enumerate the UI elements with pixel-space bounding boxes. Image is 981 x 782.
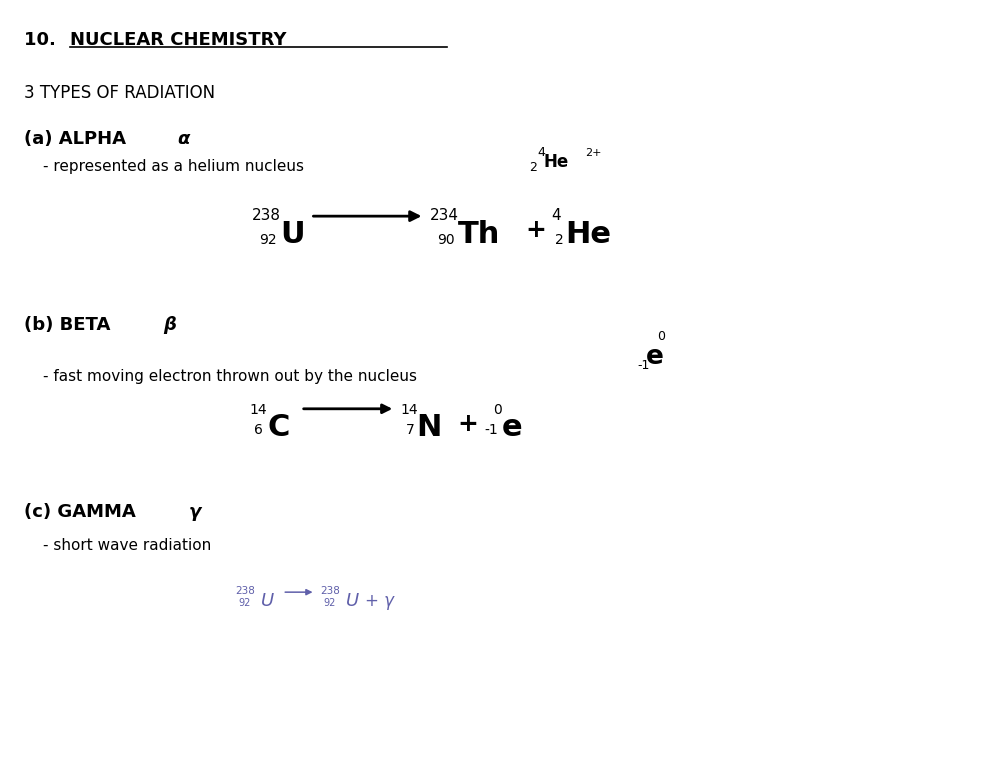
Text: β: β [163, 316, 176, 334]
Text: + γ: + γ [365, 592, 394, 610]
Text: 92: 92 [238, 598, 251, 608]
Text: Th: Th [457, 220, 499, 249]
Text: 0: 0 [657, 330, 665, 343]
Text: C: C [268, 414, 290, 443]
Text: 6: 6 [254, 424, 263, 437]
Text: He: He [544, 153, 569, 171]
Text: 2: 2 [530, 161, 538, 174]
Text: 4: 4 [538, 145, 545, 159]
Text: 234: 234 [431, 209, 459, 224]
Text: U: U [261, 592, 274, 610]
Text: α: α [178, 130, 189, 148]
Text: U: U [281, 220, 305, 249]
Text: 238: 238 [320, 586, 340, 596]
Text: 14: 14 [400, 403, 418, 417]
Text: 2: 2 [554, 233, 563, 247]
Text: -1: -1 [638, 359, 649, 372]
Text: +: + [457, 412, 479, 436]
Text: (c) GAMMA: (c) GAMMA [24, 503, 141, 521]
Text: - fast moving electron thrown out by the nucleus: - fast moving electron thrown out by the… [43, 369, 417, 384]
Text: 4: 4 [550, 209, 560, 224]
Text: 90: 90 [437, 233, 454, 247]
Text: - short wave radiation: - short wave radiation [43, 538, 211, 553]
Text: 0: 0 [493, 403, 502, 417]
Text: NUCLEAR CHEMISTRY: NUCLEAR CHEMISTRY [71, 31, 286, 49]
Text: 10.: 10. [24, 31, 62, 49]
Text: N: N [417, 414, 442, 443]
Text: γ: γ [189, 503, 201, 521]
Text: 2+: 2+ [585, 148, 601, 158]
Text: He: He [565, 220, 611, 249]
Text: 92: 92 [323, 598, 336, 608]
Text: +: + [526, 218, 546, 242]
Text: (b) BETA: (b) BETA [24, 316, 116, 334]
Text: 7: 7 [406, 424, 415, 437]
Text: -1: -1 [485, 424, 498, 437]
Text: - represented as a helium nucleus: - represented as a helium nucleus [43, 159, 304, 174]
Text: 238: 238 [252, 209, 282, 224]
Text: 92: 92 [259, 233, 277, 247]
Text: e: e [646, 344, 664, 370]
Text: (a) ALPHA: (a) ALPHA [24, 130, 131, 148]
Text: 3 TYPES OF RADIATION: 3 TYPES OF RADIATION [24, 84, 215, 102]
Text: e: e [502, 414, 523, 443]
Text: U: U [345, 592, 359, 610]
Text: 238: 238 [235, 586, 255, 596]
Text: 14: 14 [249, 403, 267, 417]
